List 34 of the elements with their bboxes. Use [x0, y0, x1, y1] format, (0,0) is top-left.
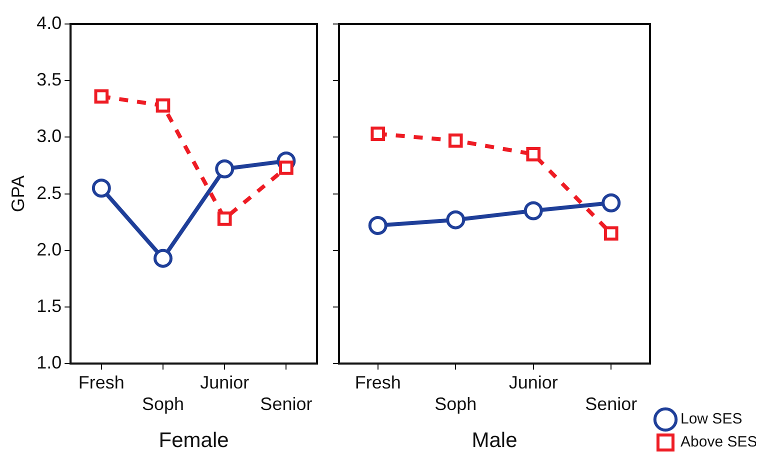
x-tick-label: Junior — [508, 372, 558, 392]
y-tick-label: 3.5 — [36, 70, 62, 90]
point — [602, 193, 621, 212]
point — [524, 201, 543, 220]
point — [279, 160, 294, 175]
point — [92, 178, 111, 198]
x-tick-label: Fresh — [354, 372, 401, 392]
point — [215, 159, 234, 178]
y-tick-label: 4.0 — [36, 12, 62, 33]
point — [217, 212, 232, 226]
legend-label: Low SES — [680, 410, 742, 428]
point — [368, 216, 388, 235]
x-axis-title: Male — [472, 429, 518, 452]
point — [604, 226, 618, 241]
point — [156, 98, 170, 113]
y-tick-label: 3.0 — [36, 126, 62, 146]
y-axis-title: GPA — [8, 175, 28, 212]
point — [526, 147, 541, 162]
y-tick-label: 2.0 — [36, 239, 62, 260]
x-tick-label: Soph — [434, 394, 477, 414]
point — [446, 210, 466, 230]
x-tick-label: Fresh — [78, 372, 124, 392]
point — [448, 133, 463, 148]
x-axis-title: Female — [158, 429, 229, 452]
point — [94, 89, 109, 104]
x-tick-label: Junior — [200, 372, 250, 392]
point — [370, 126, 386, 141]
point — [154, 248, 173, 268]
y-tick-label: 1.0 — [36, 352, 62, 373]
x-tick-label: Senior — [585, 394, 638, 414]
x-tick-label: Senior — [260, 394, 312, 414]
y-tick-label: 1.5 — [36, 296, 62, 316]
x-tick-label: Soph — [142, 394, 184, 414]
y-tick-label: 2.5 — [36, 182, 62, 203]
